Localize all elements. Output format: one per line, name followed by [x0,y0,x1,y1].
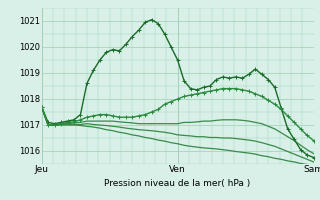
X-axis label: Pression niveau de la mer( hPa ): Pression niveau de la mer( hPa ) [104,179,251,188]
